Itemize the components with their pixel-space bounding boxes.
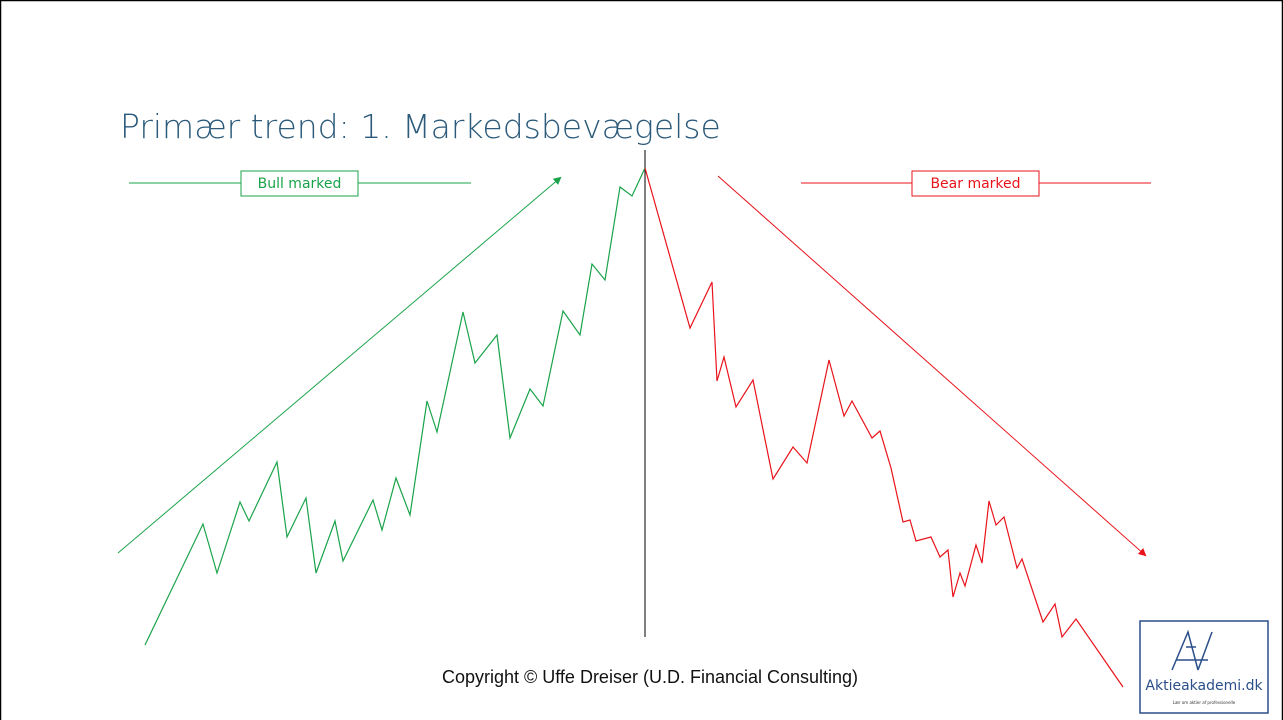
logo-mark [1171,629,1213,671]
bear-label: Bear marked [930,176,1020,192]
logo-tagline: Lær om aktier af professionelle [1173,700,1236,705]
bear-arrow [717,175,1147,557]
bull-trend [144,167,646,646]
bull-label: Bull marked [258,176,342,192]
copyright: Copyright © Uffe Dreiser (U.D. Financial… [441,667,859,687]
bull-arrow [117,176,562,554]
logo-box [1139,620,1269,714]
title: Primær trend: 1. Markedsbevægelse [120,107,721,146]
bull-box [240,170,359,197]
bear-trend [644,167,1124,688]
bear-box [911,170,1040,197]
logo-name: Aktieakademi.dk [1145,678,1263,694]
